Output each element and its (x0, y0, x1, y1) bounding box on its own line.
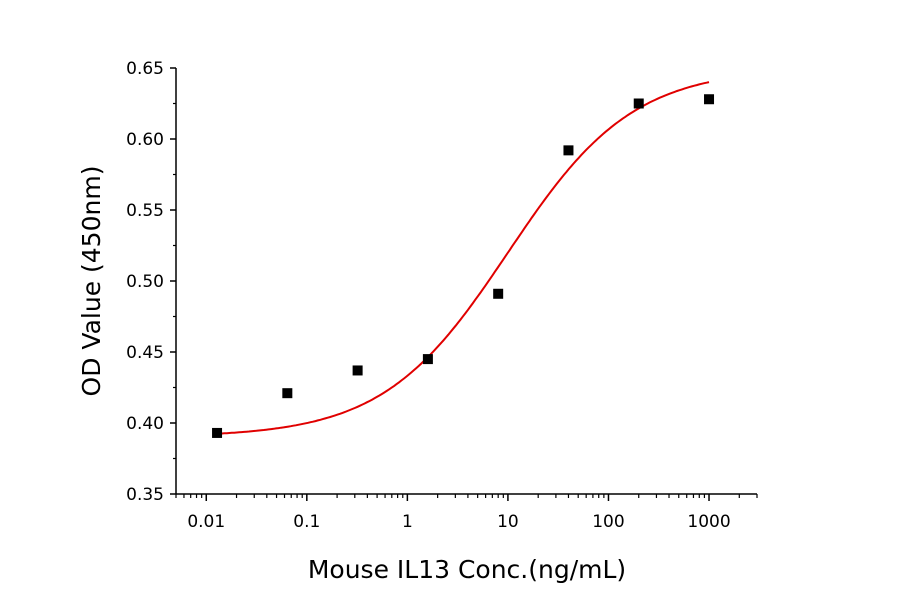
x-tick-label: 1000 (687, 512, 730, 532)
y-axis-label: OD Value (450nm) (77, 166, 106, 397)
data-point (352, 365, 363, 376)
x-tick-label: 100 (592, 512, 624, 532)
data-point (633, 98, 644, 109)
y-tick-label: 0.60 (126, 130, 164, 150)
data-points-layer (212, 94, 715, 438)
data-point (493, 288, 504, 299)
y-tick-label: 0.50 (126, 272, 164, 292)
y-tick-label: 0.35 (126, 485, 164, 505)
axes: 0.35 0.40 0.45 0.50 0.55 0.60 0.65 0.01 0.1 1 10 10… (126, 59, 758, 532)
fit-curve-layer (216, 81, 710, 435)
y-tick-label: 0.45 (126, 343, 164, 363)
y-tick-label: 0.40 (126, 414, 164, 434)
x-tick-label: 0.01 (187, 512, 225, 532)
data-point (563, 145, 574, 156)
data-point (282, 388, 293, 399)
y-tick-label: 0.65 (126, 59, 164, 79)
x-axis-label: Mouse IL13 Conc.(ng/mL) (308, 555, 626, 584)
data-point (212, 427, 223, 438)
x-tick-label: 10 (497, 512, 519, 532)
data-point (704, 94, 715, 105)
x-tick-label: 1 (402, 512, 413, 532)
data-point (422, 354, 433, 365)
x-tick-label: 0.1 (293, 512, 320, 532)
y-tick-label: 0.55 (126, 201, 164, 221)
fit-curve (216, 81, 710, 435)
